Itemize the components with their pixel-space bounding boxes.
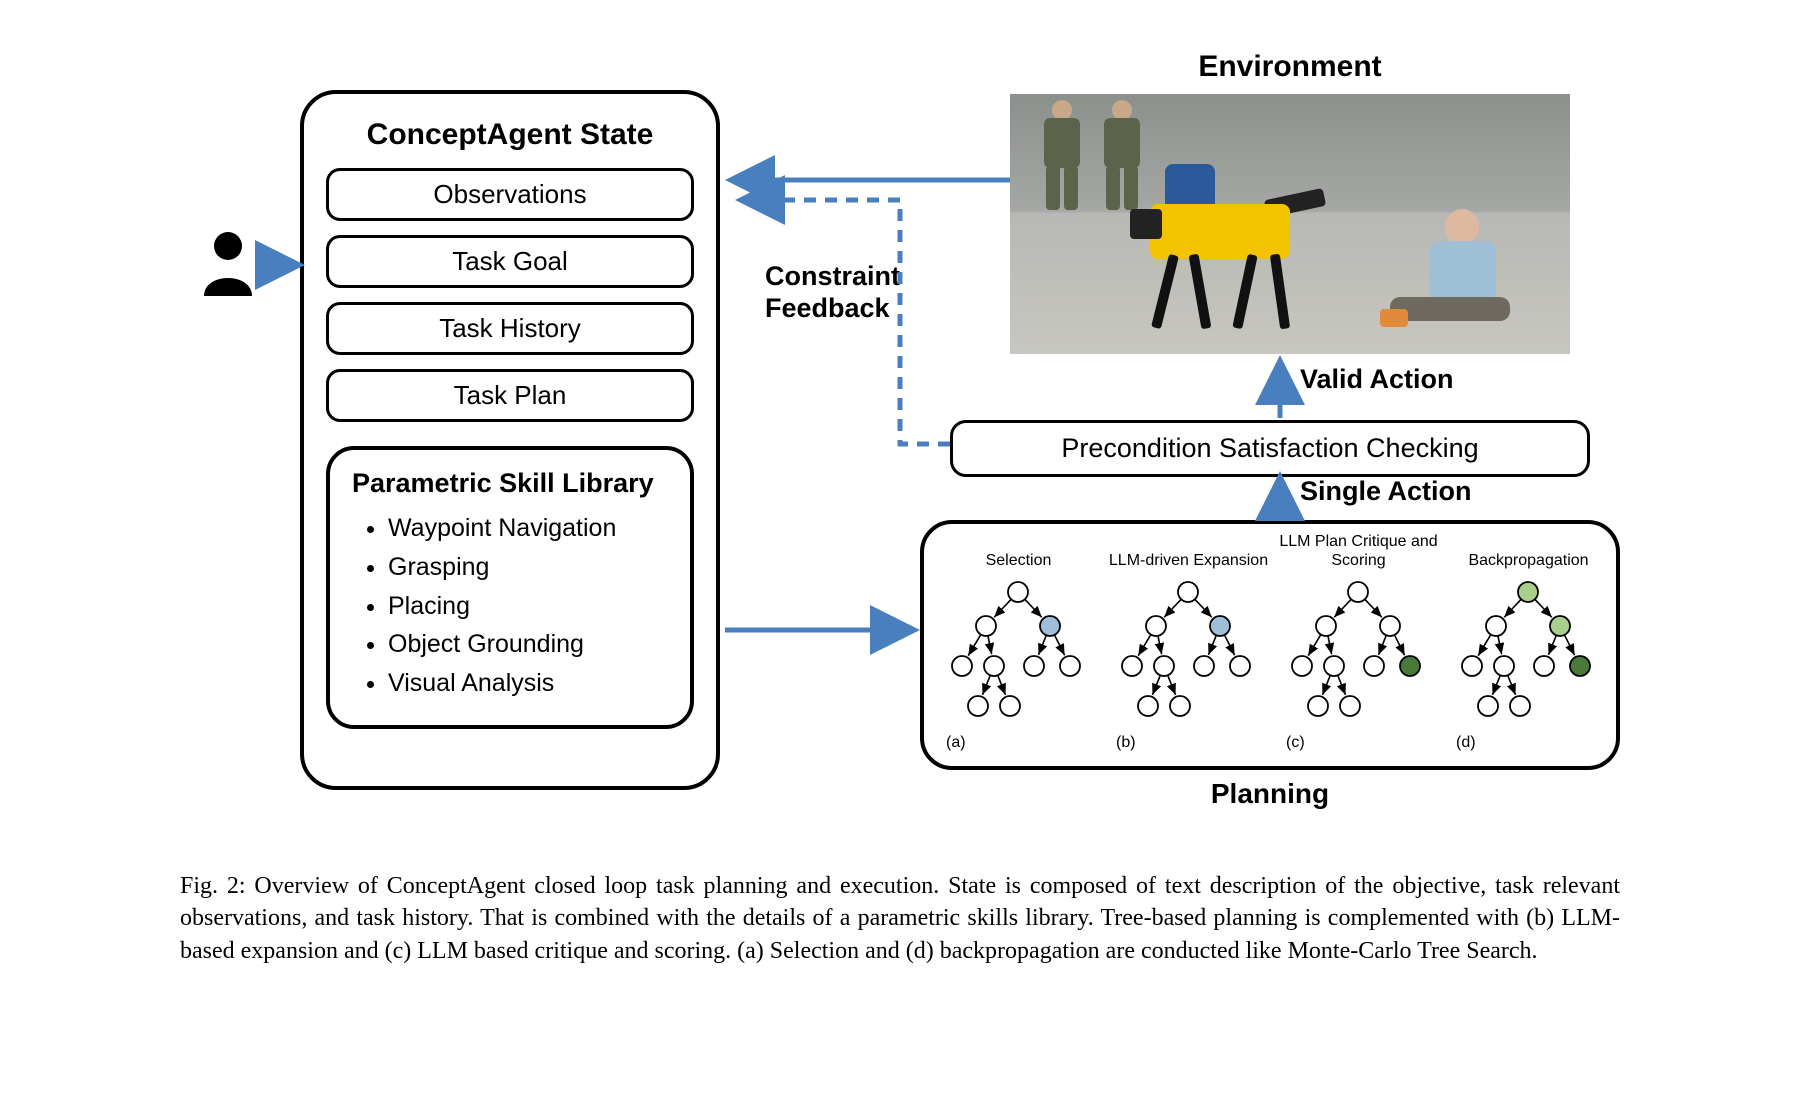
precondition-box: Precondition Satisfaction Checking [950,420,1590,477]
skill-item: Object Grounding [388,625,668,664]
user-icon [198,230,258,300]
constraint-label-line1: Constraint [765,261,900,291]
constraint-feedback-label: Constraint Feedback [765,260,900,325]
state-item-task-plan: Task Plan [326,369,694,422]
skill-item: Placing [388,587,668,626]
planning-box: Selection (a) LLM-driven Expansion (b) L… [920,520,1620,770]
tree-title: LLM-driven Expansion [1106,534,1271,574]
conceptagent-state-box: ConceptAgent State Observations Task Goa… [300,90,720,790]
planning-label: Planning [920,778,1620,810]
state-item-observations: Observations [326,168,694,221]
tree-svg-d [1446,574,1611,734]
state-item-task-goal: Task Goal [326,235,694,288]
seated-person [1390,209,1550,349]
tree-letter: (a) [936,734,1101,752]
tree-svg-b [1106,574,1271,734]
diagram-area: ConceptAgent State Observations Task Goa… [180,50,1620,830]
state-title: ConceptAgent State [326,118,694,152]
environment-photo [1010,94,1570,354]
figure-caption: Fig. 2: Overview of ConceptAgent closed … [180,870,1620,967]
valid-action-label: Valid Action [1300,364,1454,395]
single-action-label: Single Action [1300,476,1472,507]
skill-library-box: Parametric Skill Library Waypoint Naviga… [326,446,694,729]
state-item-task-history: Task History [326,302,694,355]
tree-critique: LLM Plan Critique and Scoring (c) [1276,534,1441,764]
tree-title: Selection [936,534,1101,574]
tree-svg-c [1276,574,1441,734]
tree-letter: (d) [1446,734,1611,752]
tree-expansion: LLM-driven Expansion (b) [1106,534,1271,764]
skill-item: Waypoint Navigation [388,509,668,548]
environment-label: Environment [1090,50,1490,84]
tree-svg-a [936,574,1101,734]
skill-list: Waypoint Navigation Grasping Placing Obj… [352,509,668,703]
skill-library-title: Parametric Skill Library [352,468,668,499]
tree-backprop: Backpropagation (d) [1446,534,1611,764]
robot-spot [1130,189,1320,329]
skill-item: Visual Analysis [388,664,668,703]
constraint-label-line2: Feedback [765,293,890,323]
skill-item: Grasping [388,548,668,587]
tree-letter: (c) [1276,734,1441,752]
background-figure [1040,100,1084,210]
tree-title: LLM Plan Critique and Scoring [1276,534,1441,574]
tree-letter: (b) [1106,734,1271,752]
tree-title: Backpropagation [1446,534,1611,574]
tree-selection: Selection (a) [936,534,1101,764]
